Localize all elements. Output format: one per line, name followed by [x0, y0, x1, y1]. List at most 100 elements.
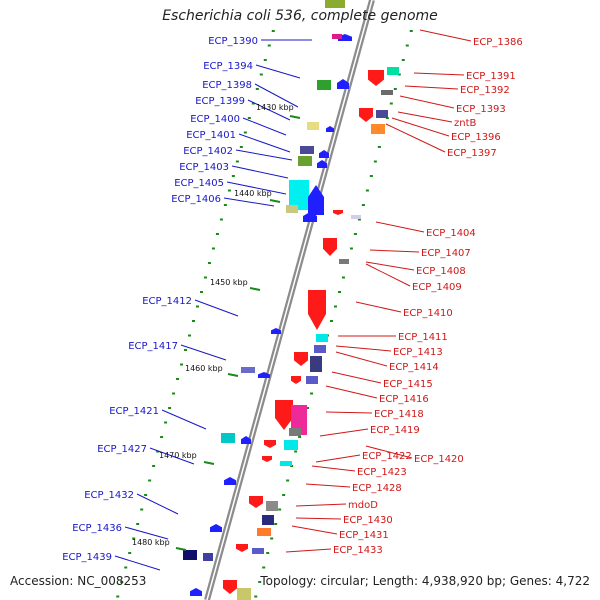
right-gene-block: [387, 67, 399, 75]
kbp-label: 1450 kbp: [210, 278, 248, 287]
left-gene-label: ECP_1427: [97, 444, 147, 455]
right-gene-arrow: [223, 580, 237, 594]
track-tick: [124, 566, 128, 569]
track-tick: [263, 59, 267, 61]
track-tick: [243, 131, 247, 134]
track-tick: [203, 276, 207, 279]
track-tick: [235, 160, 239, 163]
track-tick: [199, 291, 203, 293]
right-leader-line: [365, 261, 415, 271]
left-gene-label: ECP_1421: [109, 406, 159, 417]
track-tick: [231, 175, 235, 177]
right-leader-line: [335, 351, 388, 367]
kbp-tick: [269, 199, 281, 203]
left-gene-arrow: [303, 212, 317, 222]
left-leader-line: [114, 555, 161, 571]
left-gene-arrow: [337, 79, 349, 89]
track-tick: [405, 44, 409, 47]
track-tick: [211, 247, 215, 250]
right-gene-label: ECP_1418: [374, 409, 424, 420]
right-gene-arrow: [308, 290, 326, 330]
right-gene-arrow: [291, 376, 301, 384]
left-gene-arrow: [271, 328, 281, 334]
track-tick: [349, 247, 353, 250]
track-tick: [207, 262, 211, 264]
right-gene-block: [339, 259, 349, 264]
track-tick: [373, 160, 377, 163]
right-gene-block: [237, 588, 251, 600]
right-gene-label: ECP_1423: [357, 467, 407, 478]
left-gene-label: ECP_1399: [195, 96, 245, 107]
right-leader-line: [319, 428, 369, 437]
track-tick: [278, 508, 282, 511]
track-tick: [254, 595, 258, 598]
left-gene-block: [325, 0, 345, 8]
track-tick: [176, 378, 180, 380]
left-gene-label: ECP_1394: [203, 61, 253, 72]
track-tick: [136, 523, 140, 525]
track-tick: [271, 30, 275, 32]
right-gene-label: ECP_1413: [393, 347, 443, 358]
right-gene-label: ECP_1404: [426, 228, 476, 239]
track-tick: [156, 450, 160, 453]
track-tick: [120, 581, 124, 583]
left-gene-label: ECP_1398: [202, 80, 252, 91]
track-tick: [365, 189, 369, 192]
left-gene-arrow: [258, 372, 270, 378]
track-tick: [128, 552, 132, 554]
track-tick: [180, 363, 184, 366]
kbp-label: 1470 kbp: [159, 451, 197, 460]
left-gene-block: [332, 34, 342, 39]
track-tick: [397, 73, 401, 76]
track-tick: [192, 320, 195, 322]
right-leader-line: [295, 517, 342, 520]
track-tick: [116, 595, 120, 598]
left-leader-line: [194, 299, 239, 317]
left-gene-arrow: [317, 160, 327, 168]
right-gene-label: ECP_1393: [456, 104, 506, 115]
track-tick: [251, 102, 255, 105]
right-leader-line: [404, 85, 459, 90]
kbp-tick: [175, 547, 187, 551]
right-leader-line: [315, 454, 361, 463]
left-gene-label: ECP_1403: [179, 162, 229, 173]
right-gene-arrow: [333, 210, 343, 215]
track-tick: [361, 204, 365, 206]
left-gene-arrow: [224, 477, 236, 485]
track-tick: [294, 450, 298, 453]
left-gene-block: [300, 146, 314, 154]
right-leader-line: [419, 29, 472, 42]
left-gene-arrow: [319, 150, 329, 158]
track-tick: [401, 59, 405, 61]
genome-backbone-highlight: [206, 0, 373, 600]
track-tick: [409, 30, 413, 32]
track-tick: [164, 421, 168, 424]
right-gene-block: [314, 345, 326, 353]
right-gene-label: ECP_1397: [447, 148, 497, 159]
right-gene-block: [266, 501, 278, 511]
right-gene-label: ECP_1411: [398, 332, 448, 343]
right-gene-arrow: [359, 108, 373, 122]
left-leader-line: [235, 149, 293, 161]
right-gene-arrow: [368, 70, 384, 86]
track-tick: [298, 436, 302, 438]
left-gene-label: ECP_1412: [142, 296, 192, 307]
left-gene-block: [183, 550, 197, 560]
right-leader-line: [305, 483, 351, 488]
right-gene-arrow: [323, 238, 337, 256]
right-gene-label: ECP_1422: [362, 451, 412, 462]
right-gene-label: ECP_1396: [451, 132, 501, 143]
track-tick: [239, 146, 243, 148]
track-tick: [132, 537, 136, 540]
right-gene-label: ECP_1419: [370, 425, 420, 436]
right-leader-line: [355, 301, 402, 313]
left-leader-line: [136, 493, 179, 515]
right-gene-block: [306, 376, 318, 384]
track-tick: [270, 537, 274, 540]
right-gene-arrow: [264, 440, 276, 448]
left-leader-line: [161, 409, 207, 430]
right-gene-block: [284, 440, 298, 450]
right-gene-block: [376, 110, 388, 118]
track-tick: [377, 146, 381, 148]
